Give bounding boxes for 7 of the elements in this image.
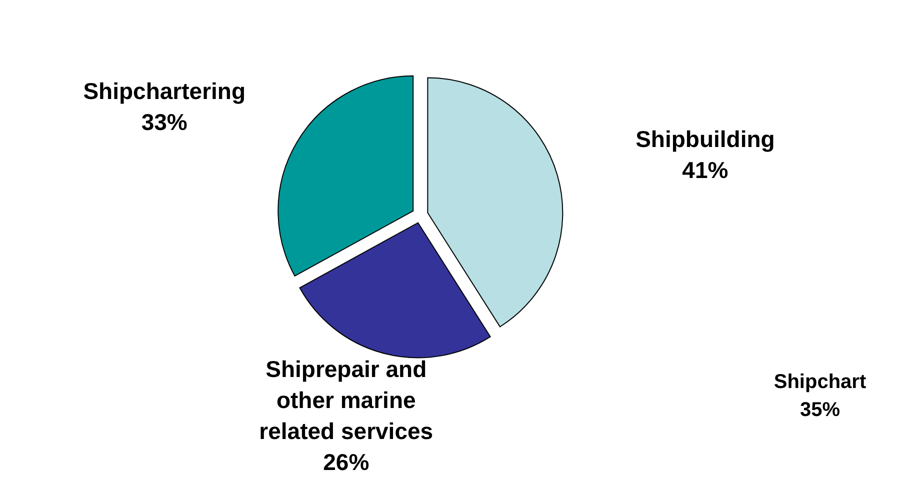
text: Shipchart 35% [774, 371, 866, 421]
data-label: 41% [682, 157, 728, 184]
data-label: 33% [141, 109, 188, 136]
slice-label: Shipbuilding [636, 126, 775, 152]
data-label: 26% [323, 449, 370, 476]
slice-label: Shipchartering [83, 78, 246, 104]
slice-label: Shiprepair and other marine related services [259, 356, 434, 444]
